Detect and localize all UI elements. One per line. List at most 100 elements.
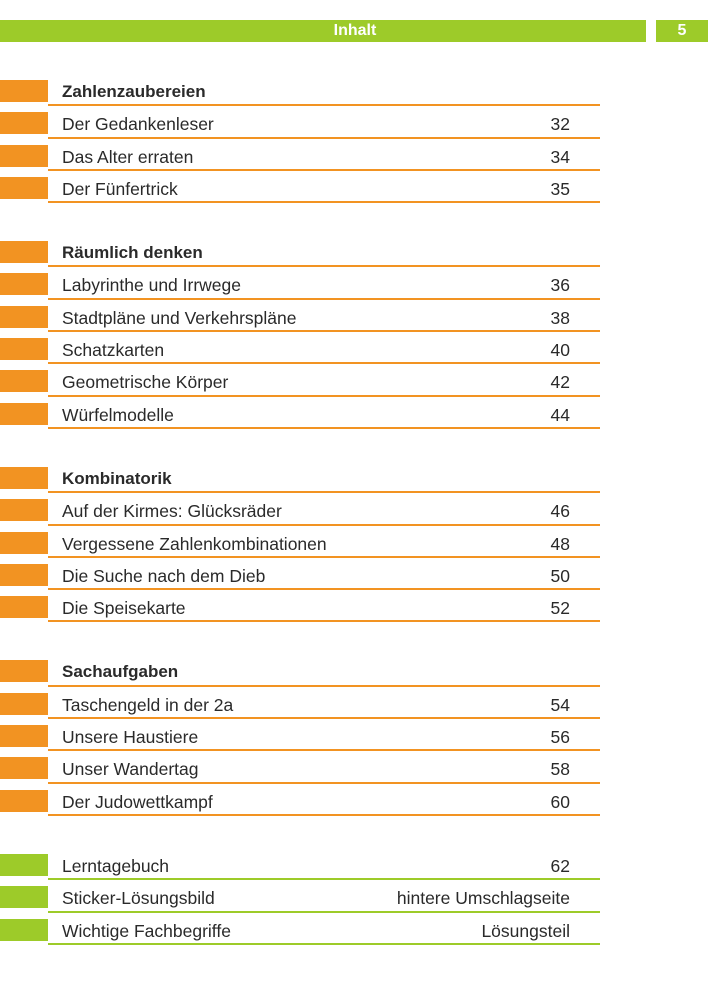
entry-page: 60 — [550, 791, 570, 812]
entry-page: 52 — [550, 598, 570, 619]
entry-marker — [0, 596, 48, 619]
entry-title: Sticker-Lösungsbild — [62, 888, 215, 909]
toc-entry[interactable]: Der Gedankenleser 32 — [0, 110, 600, 142]
toc-entry[interactable]: Der Fünfertrick 35 — [0, 175, 600, 207]
entry-title: Würfelmodelle — [62, 404, 174, 425]
entry-page: 36 — [550, 275, 570, 296]
toc-entry[interactable]: Geometrische Körper 42 — [0, 368, 600, 400]
entry-title: Stadtpläne und Verkehrspläne — [62, 307, 297, 328]
toc-section-raeumlich-denken: Räumlich denken Labyrinthe und Irrwege 3… — [0, 239, 600, 433]
row-rule — [48, 555, 600, 558]
entry-page: 54 — [550, 694, 570, 715]
section-heading: Kombinatorik — [62, 468, 172, 488]
row-rule — [48, 910, 600, 913]
row-rule — [48, 265, 600, 268]
row-rule — [48, 878, 600, 881]
entry-page: 32 — [550, 114, 570, 135]
entry-title: Lerntagebuch — [62, 855, 170, 876]
entry-title: Wichtige Fachbegriffe — [62, 920, 231, 941]
entry-title: Geometrische Körper — [62, 372, 229, 393]
page-title: Inhalt — [333, 22, 377, 39]
row-rule — [48, 813, 600, 816]
entry-title: Unsere Haustiere — [62, 727, 199, 748]
row-rule — [48, 136, 600, 139]
entry-page: hintere Umschlagseite — [396, 888, 570, 909]
entry-marker — [0, 918, 48, 941]
entry-page: 48 — [550, 533, 570, 554]
entry-page: 35 — [550, 178, 570, 199]
table-of-contents: Zahlenzaubereien Der Gedankenleser 32 Da… — [0, 78, 600, 949]
row-rule — [48, 620, 600, 623]
section-marker — [0, 241, 48, 264]
row-rule — [48, 394, 600, 397]
row-rule — [48, 104, 600, 107]
toc-appendix: Lerntagebuch 62 Sticker-Lösungsbild hint… — [0, 852, 600, 949]
entry-marker — [0, 176, 48, 199]
row-rule — [48, 781, 600, 784]
entry-marker — [0, 499, 48, 522]
section-marker — [0, 660, 48, 683]
toc-entry[interactable]: Taschengeld in der 2a 54 — [0, 691, 600, 723]
toc-entry[interactable]: Würfelmodelle 44 — [0, 401, 600, 433]
toc-entry[interactable]: Stadtpläne und Verkehrspläne 38 — [0, 304, 600, 336]
entry-marker — [0, 886, 48, 909]
section-heading: Räumlich denken — [62, 243, 203, 263]
toc-entry[interactable]: Vergessene Zahlenkombinationen 48 — [0, 530, 600, 562]
toc-entry[interactable]: Die Speisekarte 52 — [0, 594, 600, 626]
toc-entry[interactable]: Wichtige Fachbegriffe Lösungsteil — [0, 917, 600, 949]
entry-marker — [0, 531, 48, 554]
toc-entry[interactable]: Schatzkarten 40 — [0, 336, 600, 368]
toc-entry[interactable]: Die Suche nach dem Dieb 50 — [0, 562, 600, 594]
section-heading: Zahlenzaubereien — [62, 82, 206, 101]
toc-entry[interactable]: Sticker-Lösungsbild hintere Umschlagseit… — [0, 884, 600, 916]
entry-title: Der Judowettkampf — [62, 791, 213, 812]
entry-title: Das Alter erraten — [62, 146, 194, 167]
section-marker — [0, 466, 48, 489]
toc-entry[interactable]: Lerntagebuch 62 — [0, 852, 600, 884]
entry-marker — [0, 144, 48, 167]
entry-page: 50 — [550, 565, 570, 586]
toc-entry[interactable]: Das Alter erraten 34 — [0, 143, 600, 175]
page-number: 5 — [656, 20, 708, 42]
row-rule — [48, 168, 600, 171]
entry-page: 62 — [550, 855, 570, 876]
row-rule — [48, 426, 600, 429]
entry-title: Der Gedankenleser — [62, 114, 214, 135]
entry-page: 42 — [550, 372, 570, 393]
entry-page: Lösungsteil — [481, 920, 570, 941]
entry-marker — [0, 789, 48, 812]
entry-page: 38 — [550, 307, 570, 328]
section-heading-row: Zahlenzaubereien — [0, 78, 600, 110]
toc-section-sachaufgaben: Sachaufgaben Taschengeld in der 2a 54 Un… — [0, 658, 600, 819]
toc-entry[interactable]: Labyrinthe und Irrwege 36 — [0, 271, 600, 303]
entry-marker — [0, 402, 48, 425]
toc-section-zahlenzaubereien: Zahlenzaubereien Der Gedankenleser 32 Da… — [0, 78, 600, 207]
toc-entry[interactable]: Unser Wandertag 58 — [0, 755, 600, 787]
toc-entry[interactable]: Der Judowettkampf 60 — [0, 788, 600, 820]
entry-marker — [0, 112, 48, 135]
row-rule — [48, 588, 600, 591]
row-rule — [48, 362, 600, 365]
toc-section-kombinatorik: Kombinatorik Auf der Kirmes: Glücksräder… — [0, 465, 600, 626]
toc-entry[interactable]: Unsere Haustiere 56 — [0, 723, 600, 755]
entry-title: Labyrinthe und Irrwege — [62, 275, 241, 296]
section-heading: Sachaufgaben — [62, 662, 179, 682]
entry-title: Die Suche nach dem Dieb — [62, 565, 266, 586]
entry-marker — [0, 563, 48, 586]
row-rule — [48, 684, 600, 687]
entry-marker — [0, 273, 48, 296]
entry-marker — [0, 853, 48, 876]
row-rule — [48, 749, 600, 752]
entry-marker — [0, 692, 48, 715]
entry-title: Unser Wandertag — [62, 759, 199, 780]
row-rule — [48, 491, 600, 494]
entry-title: Vergessene Zahlenkombinationen — [62, 533, 327, 554]
entry-title: Schatzkarten — [62, 340, 165, 361]
entry-marker — [0, 305, 48, 328]
entry-marker — [0, 757, 48, 780]
entry-marker — [0, 370, 48, 393]
toc-entry[interactable]: Auf der Kirmes: Glücksräder 46 — [0, 497, 600, 529]
section-heading-row: Räumlich denken — [0, 239, 600, 271]
row-rule — [48, 201, 600, 204]
entry-page: 58 — [550, 759, 570, 780]
